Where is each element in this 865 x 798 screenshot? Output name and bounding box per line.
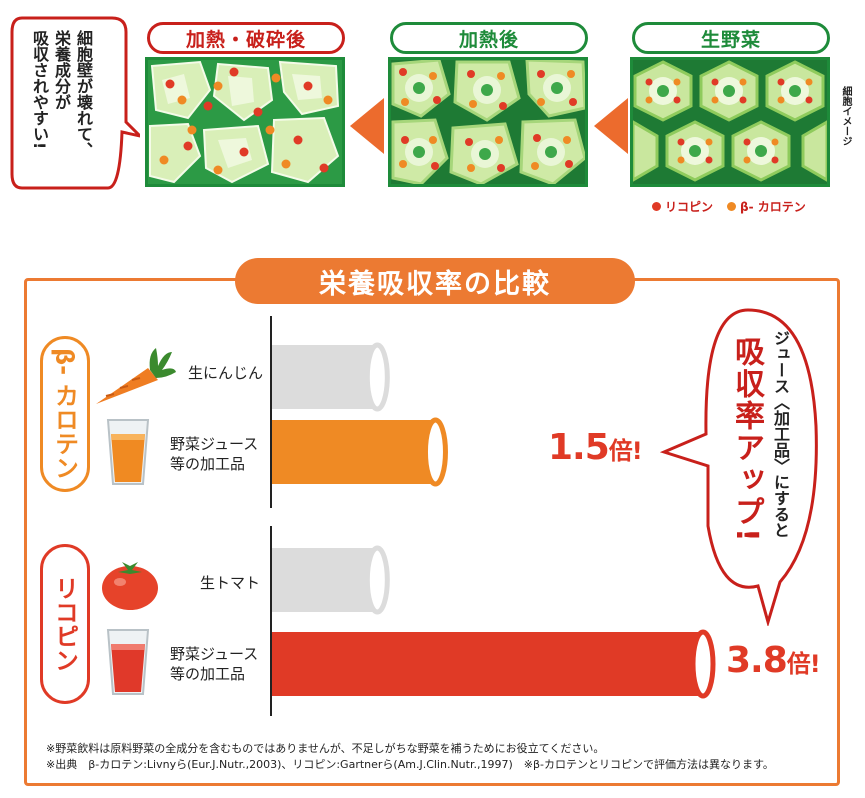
footnote-1: ※野菜飲料は原料野菜の全成分を含むものではありませんが、不足しがちな野菜を補うた…	[46, 742, 605, 755]
bar-raw-carrot	[272, 342, 390, 412]
bar-label-text: 野菜ジュース	[170, 435, 259, 453]
bar-label-text: 生にんじん	[188, 364, 264, 382]
bar-label-raw-carrot: 生にんじん	[188, 363, 263, 383]
multiplier-value: 1.5	[548, 427, 610, 468]
crushed-cells-illustration	[148, 60, 342, 184]
raw-cells-illustration	[633, 60, 827, 184]
stage-label-raw: 生野菜	[632, 22, 830, 54]
multiplier-beta-carotene: 1.5倍!	[548, 427, 643, 468]
callout-bubble	[10, 16, 140, 190]
carrot-icon	[96, 348, 176, 404]
multiplier-value: 3.8	[726, 640, 788, 681]
cell-image-heated-crushed	[145, 57, 345, 187]
bar-label-text: 生トマト	[200, 574, 261, 592]
legend-label: リコピン	[665, 200, 714, 214]
stage-label-heated: 加熱後	[390, 22, 588, 54]
group-pill-beta-carotene: β- カロテン	[40, 336, 90, 492]
orange-juice-glass-icon	[106, 419, 150, 485]
multiplier-suffix: 倍!	[608, 437, 643, 465]
footnote-2: ※出典 β-カロテン:Livnyら(Eur.J.Nutr.,2003)、リコピン…	[46, 758, 774, 771]
cell-image-heated	[388, 57, 588, 187]
tomato-icon	[102, 562, 158, 610]
bar-juice-beta-carotene	[272, 417, 448, 487]
group-label: リコピン	[50, 576, 79, 672]
absorption-callout-bubble	[660, 308, 818, 626]
cell-image-raw	[630, 57, 830, 187]
legend-label: β- カロテン	[740, 200, 806, 214]
legend-item-beta-carotene: β- カロテン	[727, 198, 806, 215]
absorption-callout-sub: ジュース〈加工品〉にすると	[771, 330, 790, 538]
bar-label-juice-lycopene: 野菜ジュース 等の加工品	[170, 644, 258, 684]
bar-label-text: 等の加工品	[170, 455, 246, 473]
bar-raw-tomato	[272, 545, 390, 615]
red-dot-icon	[652, 202, 661, 211]
bar-juice-lycopene	[272, 629, 716, 699]
absorption-callout-main: 吸収率アップ!	[729, 336, 764, 544]
tomato-juice-glass-icon	[106, 629, 150, 695]
bar-label-juice-beta: 野菜ジュース 等の加工品	[170, 434, 258, 474]
group-pill-lycopene: リコピン	[40, 544, 90, 704]
chart-title: 栄養吸収率の比較	[235, 258, 635, 304]
stage-label-heated-crushed: 加熱・破砕後	[147, 22, 345, 54]
orange-dot-icon	[727, 202, 737, 211]
multiplier-lycopene: 3.8倍!	[726, 640, 821, 681]
arrow-left-icon	[594, 98, 628, 154]
group-label: β- カロテン	[50, 348, 79, 480]
legend-item-lycopene: リコピン	[652, 198, 713, 215]
callout-text: 細胞壁が壊れて、 栄養成分が 吸収されやすい!	[30, 30, 93, 158]
arrow-left-icon	[350, 98, 384, 154]
bar-label-text: 等の加工品	[170, 665, 246, 683]
bar-label-text: 野菜ジュース	[170, 645, 259, 663]
bar-label-raw-tomato: 生トマト	[200, 573, 260, 593]
nutrient-legend: リコピン β- カロテン	[652, 198, 806, 215]
multiplier-suffix: 倍!	[786, 650, 821, 678]
heated-cells-illustration	[391, 60, 585, 184]
cell-image-note: 細胞イメージ	[840, 86, 851, 146]
